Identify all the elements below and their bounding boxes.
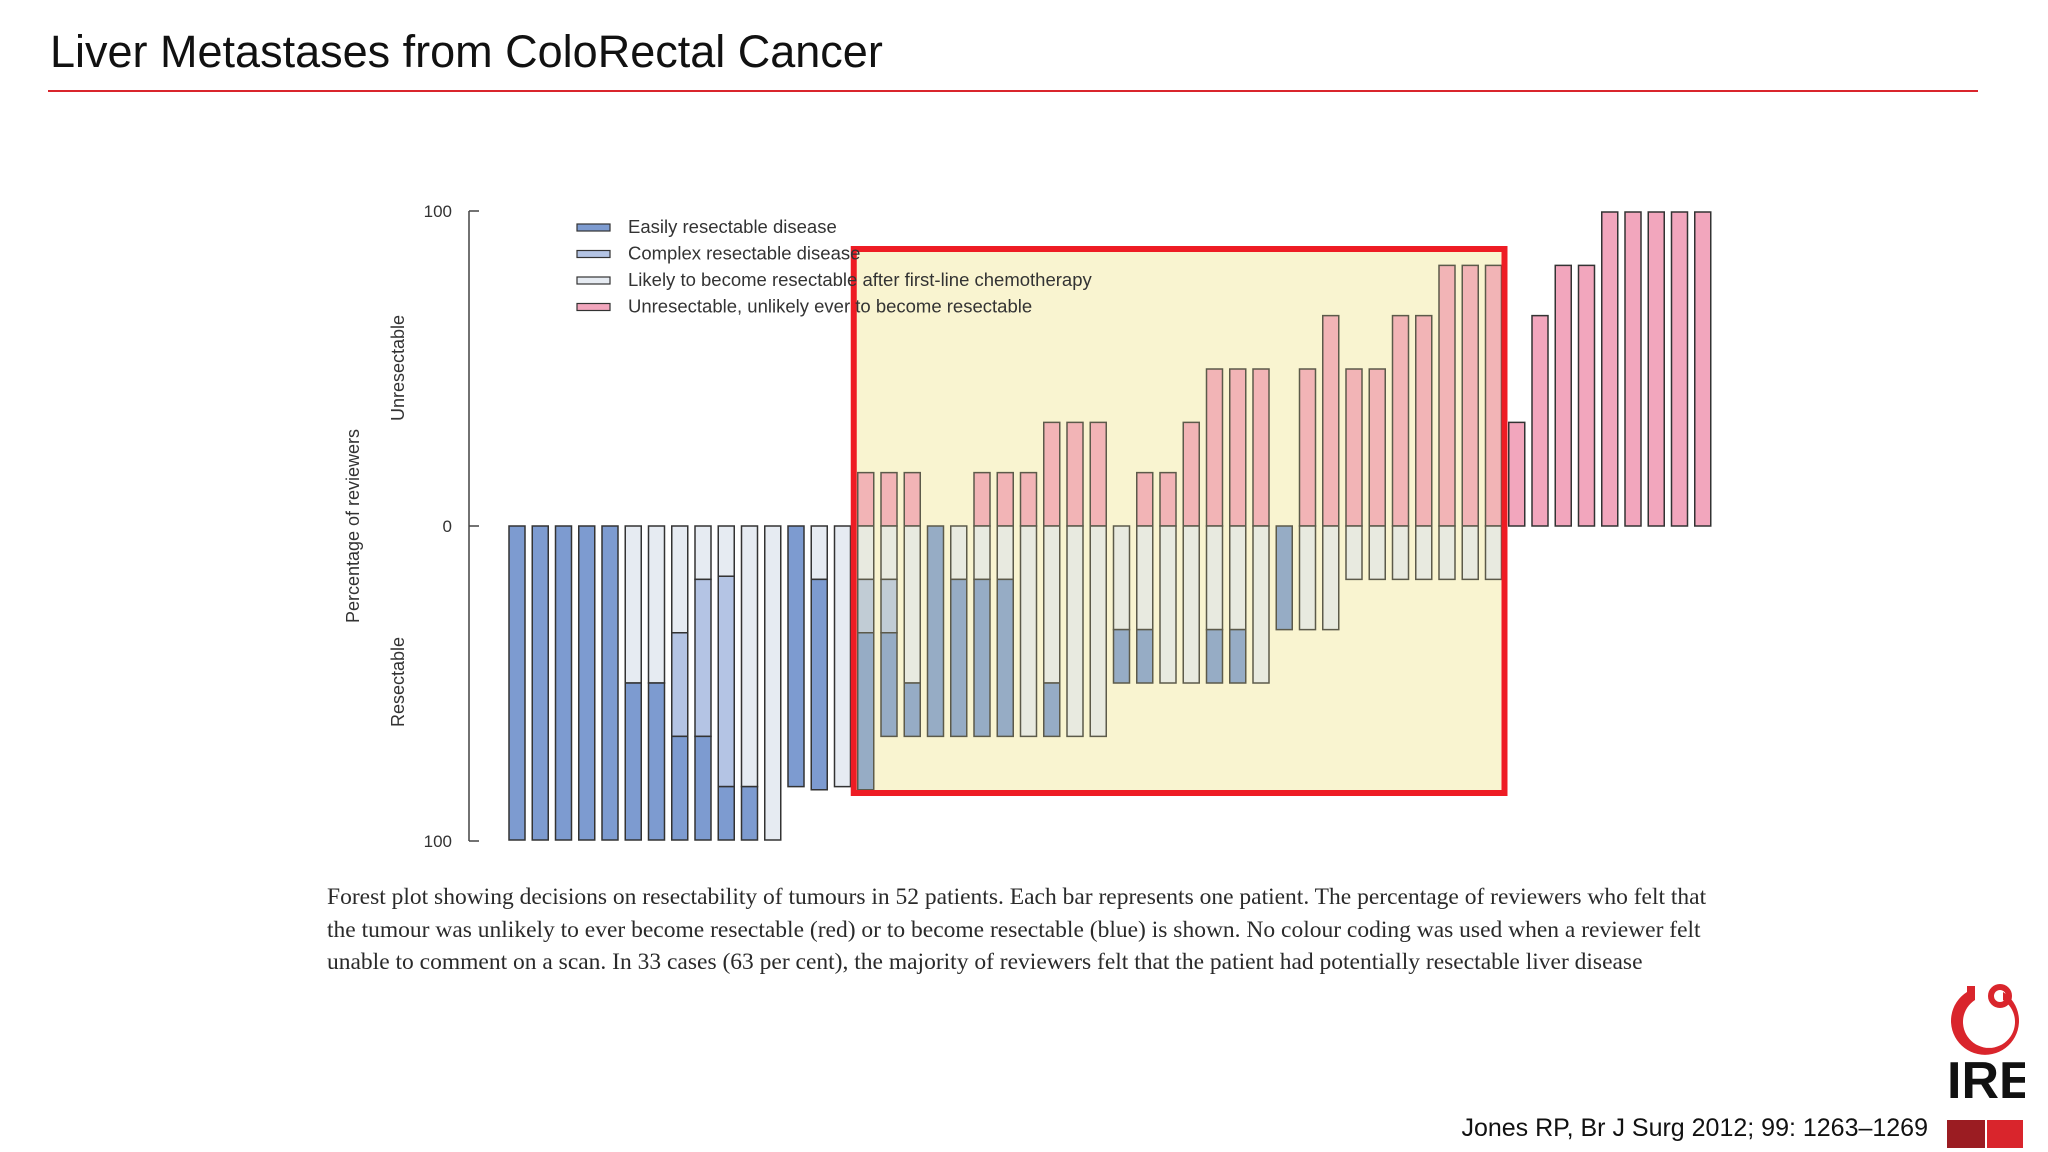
bar-segment-complex-resectable [671,632,689,738]
bar-segment-complex-resectable [717,575,735,788]
bar-segment-likely-resectable [647,525,666,684]
bar-segment-easily-resectable [950,578,968,738]
y-tick-label: 100 [424,202,452,221]
svg-text:IRE: IRE [1947,1052,2025,1110]
bar-segment-likely-resectable [694,525,712,581]
bar-segment-easily-resectable [787,525,805,788]
ire-logo: IRE [1947,984,2025,1148]
legend-label: Complex resectable disease [628,243,860,264]
y-axis-label: Percentage of reviewers [343,429,363,623]
bar-segment-easily-resectable [1205,628,1224,684]
bar-segment-likely-resectable [1298,525,1317,631]
bar-segment-likely-resectable [1461,525,1479,581]
bar-segment-unresectable [1624,211,1642,527]
bar-segment-easily-resectable [996,578,1014,738]
bar-segment-unresectable [1554,264,1572,527]
legend-swatch [576,249,611,259]
bar-segment-easily-resectable [578,525,596,841]
citation: Jones RP, Br J Surg 2012; 99: 1263–1269 [1461,1114,1928,1142]
bar-segment-easily-resectable [1275,525,1293,631]
bar-segment-complex-resectable [694,578,712,738]
bar-segment-likely-resectable [833,525,852,788]
legend-swatch [576,276,611,285]
y-tick-label: 0 [443,517,452,536]
bar-segment-easily-resectable [903,682,921,738]
bar-segment-likely-resectable [740,525,759,788]
bar-segment-easily-resectable [624,682,642,841]
highlight-box-border [850,246,1508,796]
bar-segment-unresectable [1601,211,1619,527]
bar-segment-easily-resectable [857,632,875,791]
bar-segment-likely-resectable [810,525,828,581]
bar-segment-likely-resectable [1159,525,1177,684]
bar-segment-easily-resectable [973,578,991,738]
bar-segment-likely-resectable [671,525,689,634]
bar-segment-easily-resectable [810,578,828,791]
bar-segment-easily-resectable [926,525,945,738]
bar-segment-likely-resectable [1066,525,1084,738]
slide-title: Liver Metastases from ColoRectal Cancer [50,26,883,77]
bar-segment-likely-resectable [1019,525,1038,738]
bar-segment-likely-resectable [1182,525,1200,684]
figure-caption: Forest plot showing decisions on resecta… [327,884,1707,975]
bar-segment-unresectable [1508,421,1526,527]
bar-segment-unresectable [1647,211,1665,527]
legend-label: Likely to become resectable after first-… [628,269,1092,290]
bar-segment-likely-resectable [1252,525,1270,684]
bar-segment-likely-resectable [1345,525,1363,581]
bar-segment-likely-resectable [1089,525,1107,738]
bar-segment-easily-resectable [1136,628,1154,684]
bar-segment-easily-resectable [671,735,689,841]
bar-segment-unresectable [1670,211,1689,527]
bar-segment-easily-resectable [601,525,619,841]
legend-swatch [576,223,611,232]
bar-segment-easily-resectable [880,632,898,738]
bar-segment-likely-resectable [1438,525,1456,581]
lower-region-label: Resectable [388,637,408,727]
bar-segment-easily-resectable [1112,628,1131,684]
bar-segment-unresectable [1694,211,1712,527]
title-divider [48,90,1978,92]
bar-segment-likely-resectable [624,525,642,684]
bar-segment-easily-resectable [647,682,666,841]
bar-segment-easily-resectable [1043,682,1061,738]
y-tick-label: 100 [424,832,452,851]
bar-segment-unresectable [1531,314,1549,527]
bar-segment-easily-resectable [531,525,549,841]
bar-segment-likely-resectable [1368,525,1386,581]
legend-label: Easily resectable disease [628,216,837,237]
upper-region-label: Unresectable [388,315,408,421]
bar-segment-easily-resectable [508,525,526,841]
bar-segment-likely-resectable [764,525,782,841]
bar-segment-easily-resectable [554,525,573,841]
bar-segment-easily-resectable [1229,628,1247,684]
legend-label: Unresectable, unlikely ever to become re… [628,296,1032,317]
bar-segment-likely-resectable [1415,525,1433,581]
bar-segment-easily-resectable [694,735,712,841]
bar-segment-easily-resectable [717,785,735,841]
legend-swatch [576,302,611,312]
bar-segment-likely-resectable [1322,525,1340,631]
bar-segment-likely-resectable [1391,525,1410,581]
bar-segment-unresectable [1577,264,1596,527]
highlight-box-tint [853,249,1505,793]
bar-segment-likely-resectable [717,525,735,577]
bar-segment-easily-resectable [740,785,759,841]
